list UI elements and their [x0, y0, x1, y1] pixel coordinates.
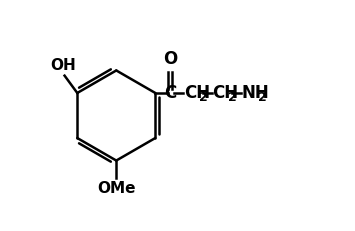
Text: 2: 2 [258, 91, 267, 104]
Text: OMe: OMe [97, 181, 136, 196]
Text: 2: 2 [228, 91, 237, 104]
Text: C: C [164, 84, 176, 101]
Text: NH: NH [241, 84, 269, 101]
Text: O: O [163, 50, 178, 68]
Text: CH: CH [184, 84, 210, 101]
Text: OH: OH [50, 58, 76, 73]
Text: CH: CH [213, 84, 239, 101]
Text: 2: 2 [200, 91, 208, 104]
